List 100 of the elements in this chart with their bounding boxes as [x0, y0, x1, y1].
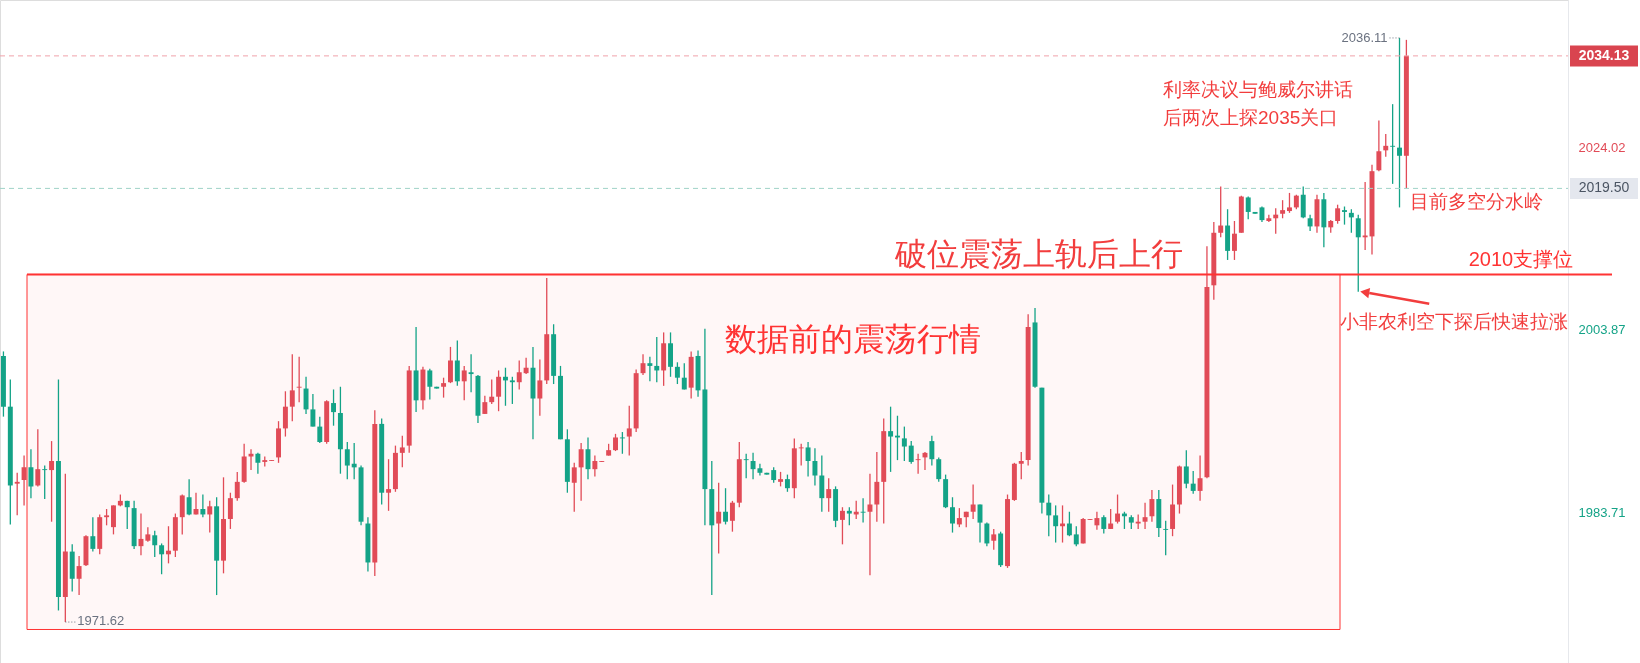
candlestick	[950, 496, 955, 534]
annotation: 小非农利空下探后快速拉涨	[1340, 310, 1568, 332]
candlestick	[179, 493, 185, 536]
candlestick	[1046, 493, 1052, 537]
candlestick	[860, 497, 866, 524]
candlestick	[90, 516, 96, 553]
candlestick	[723, 487, 729, 526]
candlestick	[984, 521, 990, 547]
candlestick	[310, 393, 316, 428]
candlestick	[200, 493, 206, 518]
candlestick	[282, 390, 288, 438]
candlestick	[1362, 181, 1368, 251]
candlestick	[991, 528, 997, 551]
candlestick	[1300, 185, 1306, 219]
candlestick	[798, 443, 804, 467]
candlestick	[427, 367, 433, 401]
candlestick	[743, 453, 749, 479]
candlestick	[523, 357, 529, 375]
candlestick	[1018, 451, 1024, 480]
candlestick	[1231, 220, 1237, 261]
candlestick	[14, 472, 20, 517]
candlestick	[929, 435, 935, 467]
candlestick	[888, 406, 894, 473]
candlestick	[516, 359, 522, 391]
candlestick	[386, 458, 392, 512]
candlestick	[908, 440, 914, 465]
candlestick	[28, 448, 34, 499]
candlestick	[399, 435, 405, 469]
candlestick	[654, 336, 660, 383]
ref-line-label: 2019.50	[1578, 179, 1630, 196]
candlestick	[1218, 185, 1224, 238]
candlestick	[152, 530, 158, 558]
candlestick	[846, 506, 852, 526]
candlestick	[76, 555, 82, 596]
candlestick	[970, 483, 976, 520]
candlestick	[461, 365, 467, 401]
candlestick	[289, 353, 295, 422]
candlestick	[936, 456, 942, 483]
annotation: 2036.11	[1341, 29, 1388, 45]
candlestick	[1376, 119, 1382, 172]
candlestick	[716, 482, 722, 555]
candlestick	[1355, 214, 1361, 293]
candlestick	[496, 369, 502, 412]
candlestick	[331, 388, 337, 427]
candlestick	[956, 507, 962, 528]
candlestick	[111, 504, 116, 536]
candlestick	[1397, 37, 1402, 209]
candlestick	[159, 542, 165, 575]
candlestick	[482, 395, 488, 415]
candlestick	[812, 447, 818, 487]
candlestick	[303, 376, 309, 415]
candlestick	[674, 361, 680, 385]
candlestick	[454, 339, 460, 387]
candlestick	[805, 441, 811, 478]
candlestick	[874, 451, 880, 523]
candlestick	[578, 442, 584, 502]
candlestick	[1101, 514, 1107, 535]
ref-line-label: 2034.13	[1578, 46, 1630, 63]
candlestick	[207, 500, 213, 534]
candlestick	[468, 353, 474, 393]
annotation: 1971.62	[77, 613, 125, 629]
candlestick	[729, 500, 735, 533]
candlestick	[42, 464, 48, 500]
candlestick	[867, 473, 873, 576]
candlestick	[35, 428, 41, 488]
candlestick	[681, 362, 687, 391]
candlestick	[592, 454, 598, 478]
candlestick	[1383, 133, 1389, 158]
candlestick	[1197, 454, 1203, 502]
candlestick	[819, 454, 825, 513]
candlestick	[1149, 489, 1155, 523]
candlestick	[839, 506, 845, 545]
candlestick	[441, 377, 447, 399]
candlestick	[509, 376, 515, 405]
candlestick	[255, 452, 261, 475]
annotation: 目前多空分水岭	[1410, 191, 1543, 212]
ref-line-label: 2010支撑位	[1468, 248, 1574, 271]
candlestick	[1287, 192, 1292, 214]
candlestick	[1142, 502, 1148, 530]
candlestick	[1342, 205, 1347, 226]
candlestick	[234, 471, 240, 502]
candlestick	[1073, 525, 1079, 547]
candlestick	[447, 346, 453, 384]
candlestick	[1163, 520, 1169, 556]
candlestick	[668, 331, 673, 378]
candlestick	[626, 405, 632, 457]
candlestick	[915, 453, 921, 475]
candlestick	[227, 492, 233, 530]
candlestick	[1183, 449, 1189, 489]
candlestick	[826, 477, 832, 513]
candlestick	[317, 415, 323, 444]
candlestick	[1335, 204, 1341, 225]
candlestick	[1108, 508, 1114, 530]
candlestick	[537, 358, 543, 417]
candlestick	[1115, 493, 1121, 525]
candlestick	[186, 478, 192, 517]
candlestick	[571, 462, 577, 513]
candlestick	[49, 440, 55, 523]
candlestick	[1190, 470, 1196, 495]
candlestick	[1066, 511, 1072, 537]
